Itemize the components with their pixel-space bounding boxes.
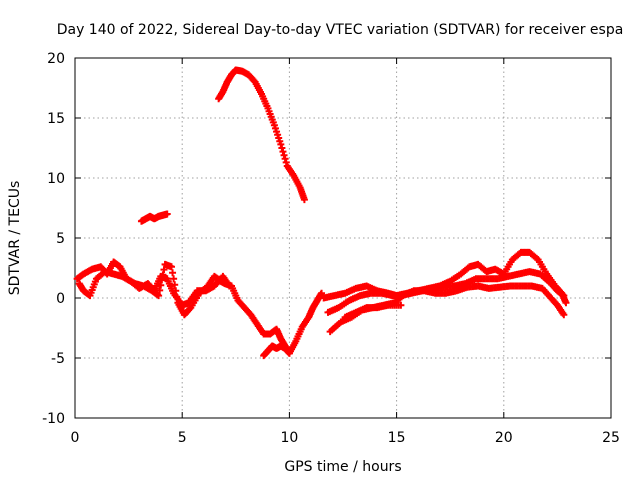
data-point bbox=[163, 210, 171, 218]
data-point bbox=[278, 144, 286, 152]
data-point bbox=[170, 275, 178, 283]
data-point bbox=[171, 281, 179, 289]
grid bbox=[75, 58, 611, 418]
x-tick-label: 25 bbox=[602, 430, 620, 446]
x-tick-label: 5 bbox=[178, 430, 187, 446]
data-marks bbox=[73, 66, 570, 360]
data-point bbox=[562, 299, 570, 307]
series-track-i bbox=[215, 66, 308, 204]
x-tick-label: 15 bbox=[388, 430, 406, 446]
data-point bbox=[560, 311, 568, 319]
series-track-h bbox=[137, 210, 171, 225]
y-axis-title: SDTVAR / TECUs bbox=[7, 181, 23, 296]
x-axis-title: GPS time / hours bbox=[284, 459, 401, 475]
data-point bbox=[277, 140, 285, 148]
data-point bbox=[397, 301, 405, 309]
data-point bbox=[169, 269, 177, 277]
plot-frame bbox=[74, 57, 612, 419]
x-tick-label: 0 bbox=[71, 430, 80, 446]
data-point bbox=[318, 289, 326, 297]
y-tick-label: 5 bbox=[56, 231, 65, 247]
series-track-b bbox=[75, 268, 233, 309]
data-point bbox=[155, 292, 163, 300]
data-point bbox=[160, 266, 168, 274]
chart-title: Day 140 of 2022, Sidereal Day-to-day VTE… bbox=[57, 22, 624, 38]
y-tick-label: 15 bbox=[47, 111, 65, 127]
series-track-f bbox=[320, 248, 570, 307]
y-tick-label: -5 bbox=[51, 351, 65, 367]
data-point bbox=[167, 263, 175, 271]
data-point bbox=[281, 155, 289, 163]
tick-labels: 0 5 10 15 20 25 -10 -5 0 5 10 15 20 bbox=[42, 51, 620, 446]
x-tick-label: 10 bbox=[280, 430, 298, 446]
data-point bbox=[186, 305, 194, 313]
data-point bbox=[285, 349, 293, 357]
y-tick-label: 0 bbox=[56, 291, 65, 307]
series-track-c bbox=[260, 342, 293, 360]
y-tick-label: 20 bbox=[47, 51, 65, 67]
data-point bbox=[225, 282, 233, 290]
data-point bbox=[279, 148, 287, 156]
y-tick-label: -10 bbox=[42, 411, 65, 427]
data-point bbox=[300, 196, 308, 204]
x-tick-label: 20 bbox=[495, 430, 513, 446]
series-track-g bbox=[341, 301, 405, 321]
data-point bbox=[280, 151, 288, 159]
y-tick-label: 10 bbox=[47, 171, 65, 187]
data-point bbox=[282, 158, 290, 166]
